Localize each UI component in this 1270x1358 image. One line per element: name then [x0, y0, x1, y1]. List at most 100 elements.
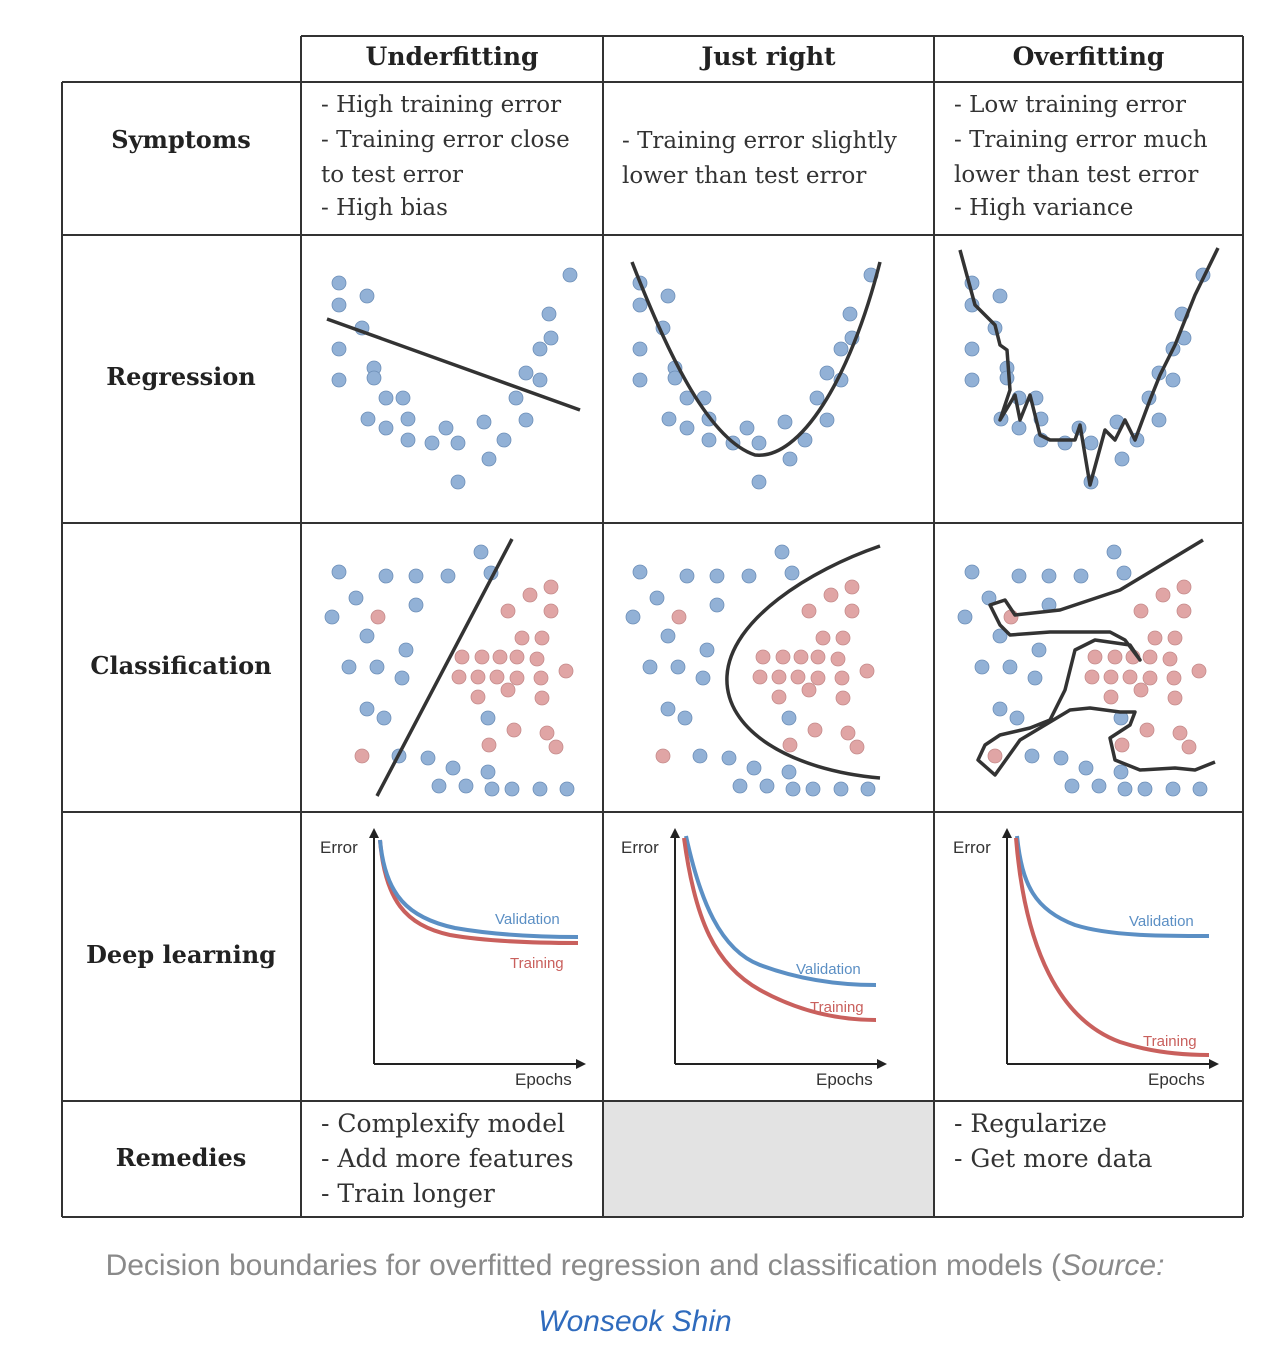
red-data-point: [1103, 689, 1119, 705]
blue-data-point: [785, 781, 801, 797]
blue-data-point: [395, 390, 411, 406]
blue-data-point: [1041, 568, 1057, 584]
red-data-point: [1103, 669, 1119, 685]
blue-data-point: [424, 435, 440, 451]
red-data-point: [815, 630, 831, 646]
row-label-regression: Regression: [106, 362, 256, 391]
blue-data-point: [518, 412, 534, 428]
red-data-point: [534, 630, 550, 646]
blue-data-point: [1106, 544, 1122, 560]
red-data-point: [771, 669, 787, 685]
blue-data-point: [473, 544, 489, 560]
blue-data-point: [632, 564, 648, 580]
red-data-point: [1147, 630, 1163, 646]
blue-data-point: [562, 267, 578, 283]
blue-data-point: [1031, 642, 1047, 658]
blue-data-point: [1078, 760, 1094, 776]
comparison-table: Error Epochs Validation Training Error E…: [61, 35, 1244, 1218]
validation-label: Validation: [796, 961, 861, 978]
training-label: Training: [510, 955, 564, 972]
y-axis-label: Error: [953, 838, 991, 857]
red-data-point: [801, 603, 817, 619]
symptom-line: - Training error slightly: [622, 128, 897, 154]
blue-data-point: [1165, 781, 1181, 797]
training-curve: [682, 837, 877, 1022]
blue-data-point: [670, 659, 686, 675]
red-data-point: [506, 722, 522, 738]
classification-overfitting-plot: [957, 538, 1216, 797]
x-axis-label: Epochs: [1148, 1070, 1205, 1089]
blue-data-point: [774, 544, 790, 560]
blue-data-point: [860, 781, 876, 797]
red-data-point: [370, 609, 386, 625]
blue-data-point: [440, 568, 456, 584]
blue-data-point: [732, 778, 748, 794]
blue-data-point: [781, 710, 797, 726]
blue-data-point: [709, 597, 725, 613]
red-data-point: [514, 630, 530, 646]
deep-learning-underfitting-plot: Error Epochs Validation Training: [320, 828, 586, 1089]
caption-source-link[interactable]: Wonseok Shin: [538, 1305, 732, 1338]
red-data-point: [1176, 579, 1192, 595]
blue-data-point: [1113, 764, 1129, 780]
blue-data-point: [701, 432, 717, 448]
blue-data-point: [660, 628, 676, 644]
red-data-point: [481, 737, 497, 753]
remedy-line: - Add more features: [321, 1144, 574, 1173]
blue-data-point: [532, 781, 548, 797]
red-data-point: [451, 669, 467, 685]
blue-data-point: [359, 288, 375, 304]
blue-data-point: [759, 778, 775, 794]
symptom-line: to test error: [321, 162, 464, 188]
blue-data-point: [431, 778, 447, 794]
blue-data-point: [781, 764, 797, 780]
blue-data-point: [532, 341, 548, 357]
symptom-line: - High variance: [954, 195, 1134, 221]
remedy-line: - Complexify model: [321, 1109, 566, 1138]
blue-data-point: [1024, 748, 1040, 764]
blue-data-point: [1011, 568, 1027, 584]
x-axis-arrow: [877, 1059, 887, 1069]
red-data-point: [1176, 603, 1192, 619]
column-header-just-right: Just right: [701, 42, 836, 71]
red-data-point: [1133, 603, 1149, 619]
blue-data-point: [400, 411, 416, 427]
red-data-point: [793, 649, 809, 665]
red-data-point: [1162, 651, 1178, 667]
red-data-point: [830, 651, 846, 667]
blue-data-point: [331, 372, 347, 388]
blue-data-point: [420, 750, 436, 766]
blue-data-point: [751, 435, 767, 451]
y-axis-label: Error: [621, 838, 659, 857]
red-data-point: [771, 689, 787, 705]
decision-boundary: [375, 538, 514, 797]
red-data-point: [1172, 725, 1188, 741]
blue-data-point: [992, 701, 1008, 717]
blue-data-point: [480, 710, 496, 726]
y-axis-label: Error: [320, 838, 358, 857]
red-data-point: [790, 669, 806, 685]
remedy-line: - Train longer: [321, 1179, 495, 1208]
blue-data-point: [660, 288, 676, 304]
training-label: Training: [1143, 1033, 1197, 1050]
blue-data-point: [1117, 781, 1133, 797]
blue-data-point: [543, 330, 559, 346]
blue-data-point: [481, 451, 497, 467]
blue-data-point: [376, 710, 392, 726]
blue-data-point: [797, 432, 813, 448]
symptoms-underfitting: - High training error - Training error c…: [321, 88, 570, 226]
symptom-line: - Low training error: [954, 92, 1186, 118]
blue-data-point: [331, 275, 347, 291]
blue-data-point: [1073, 568, 1089, 584]
blue-data-point: [833, 781, 849, 797]
blue-data-point: [699, 642, 715, 658]
x-axis-label: Epochs: [515, 1070, 572, 1089]
blue-data-point: [964, 372, 980, 388]
blue-data-point: [805, 781, 821, 797]
blue-data-point: [369, 659, 385, 675]
blue-data-point: [1091, 778, 1107, 794]
column-header-overfitting: Overfitting: [1012, 42, 1165, 71]
blue-data-point: [642, 659, 658, 675]
red-data-point: [509, 670, 525, 686]
red-data-point: [1122, 669, 1138, 685]
